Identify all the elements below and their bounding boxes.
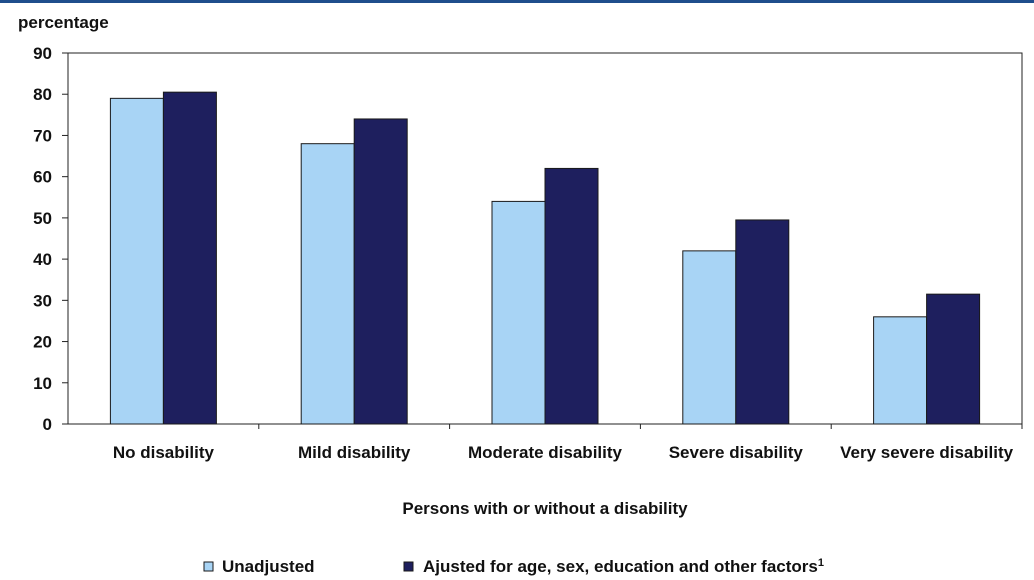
bars	[109, 91, 981, 425]
bar-adjusted	[735, 219, 790, 425]
bar-adjusted	[926, 293, 981, 425]
category-label: Mild disability	[298, 443, 411, 462]
bar-unadjusted	[109, 97, 164, 425]
y-tick-label: 50	[33, 209, 52, 228]
bar-unadjusted	[873, 316, 928, 425]
y-tick-label: 0	[43, 415, 52, 434]
category-label: Severe disability	[669, 443, 804, 462]
bar-adjusted	[544, 167, 599, 425]
x-axis-title: Persons with or without a disability	[402, 499, 688, 518]
y-tick-label: 40	[33, 250, 52, 269]
legend: Unadjusted Ajusted for age, sex, educatio…	[203, 557, 824, 576]
y-tick-label: 80	[33, 85, 52, 104]
category-label: No disability	[113, 443, 215, 462]
y-axis-ticks: 0 10 20 30 40 50 60 70 80 90	[33, 44, 68, 434]
category-label: Moderate disability	[468, 443, 623, 462]
y-tick-label: 70	[33, 126, 52, 145]
top-rule	[0, 0, 1034, 3]
y-tick-label: 30	[33, 291, 52, 310]
legend-swatch	[403, 561, 414, 572]
legend-label: Ajusted for age, sex, education and othe…	[423, 557, 824, 576]
bar-adjusted	[353, 118, 408, 425]
y-tick-label: 90	[33, 44, 52, 63]
bar-unadjusted	[682, 250, 737, 425]
bar-unadjusted	[491, 200, 546, 425]
bar-adjusted	[162, 91, 217, 425]
y-tick-label: 20	[33, 333, 52, 352]
legend-swatch	[203, 561, 214, 572]
y-tick-label: 60	[33, 168, 52, 187]
category-labels: No disability Mild disability Moderate dis…	[113, 424, 1023, 462]
y-axis-title: percentage	[18, 13, 109, 32]
bar-unadjusted	[300, 143, 355, 425]
legend-label: Unadjusted	[222, 557, 315, 576]
y-tick-label: 10	[33, 374, 52, 393]
category-label: Very severe disability	[840, 443, 1013, 462]
legend-footnote: 1	[818, 557, 824, 569]
